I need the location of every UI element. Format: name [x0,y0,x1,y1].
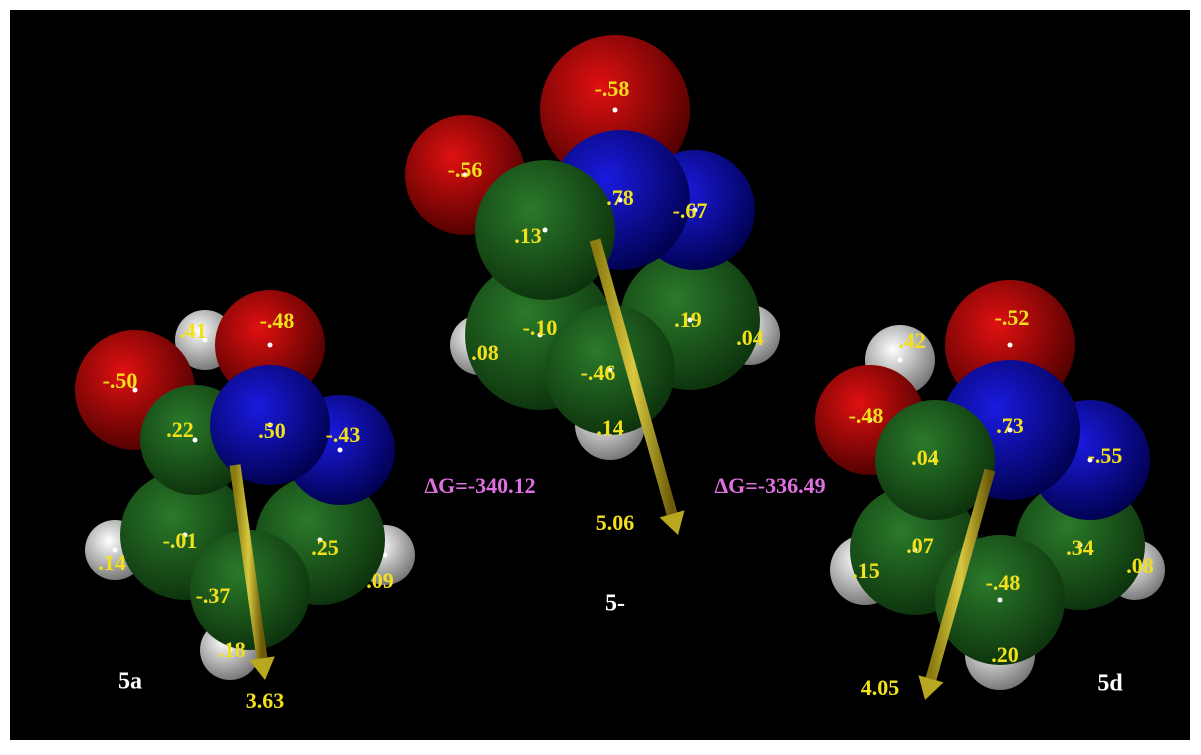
charge-label: -.48 [849,403,884,428]
charge-label: .14 [596,415,624,440]
charge-label: .09 [366,568,394,593]
molecule-name: 5a [118,669,142,695]
charge-label: .18 [218,637,246,662]
screenshot: .41 -.48 -.50 .22 .50 -.43 .14 -.01 .25 .09 -.37 .1… [0,0,1201,755]
charge-label: .73 [996,413,1024,438]
charge-label: -.46 [581,360,616,385]
highlight [898,358,903,363]
charge-label: -.56 [448,157,483,182]
charge-label: .14 [98,550,126,575]
charge-label: -.67 [673,198,708,223]
energy-label: ΔG=-340.12 [424,473,535,498]
dipole-label: 4.05 [861,675,900,700]
dipole-label: 5.06 [596,510,635,535]
charge-label: .04 [911,445,939,470]
highlight [1008,343,1013,348]
energy-label: ΔG=-336.49 [714,473,825,498]
charge-label: -.10 [523,315,558,340]
charge-label: .22 [166,417,194,442]
charge-label: .04 [736,325,764,350]
charge-label: -.48 [260,308,295,333]
charge-label: .08 [1126,553,1154,578]
charge-label: .50 [258,418,286,443]
charge-label: .15 [852,558,880,583]
charge-label: -.58 [595,76,630,101]
charge-label: -.50 [103,368,138,393]
molecule-name: 5d [1097,671,1123,697]
molecule-name: 5- [605,591,625,617]
highlight [338,448,343,453]
charge-label: .07 [906,533,934,558]
highlight [543,228,548,233]
highlight [268,343,273,348]
charge-label: .25 [311,535,339,560]
charge-label: .41 [179,318,207,343]
charge-label: -.48 [986,570,1021,595]
dipole-label: 3.63 [246,688,285,713]
charge-label: -.37 [196,583,231,608]
charge-label: .34 [1066,535,1094,560]
highlight [998,598,1003,603]
highlight [613,108,618,113]
charge-label: -.43 [326,422,361,447]
charge-label: .78 [606,185,634,210]
charge-label: -.01 [163,528,198,553]
charge-label: -.55 [1088,443,1123,468]
charge-label: .13 [514,223,542,248]
charge-label: -.52 [995,305,1030,330]
charge-label: .08 [471,340,499,365]
charge-label: .42 [898,328,926,353]
charge-label: .20 [991,642,1019,667]
charge-label: .19 [674,307,702,332]
